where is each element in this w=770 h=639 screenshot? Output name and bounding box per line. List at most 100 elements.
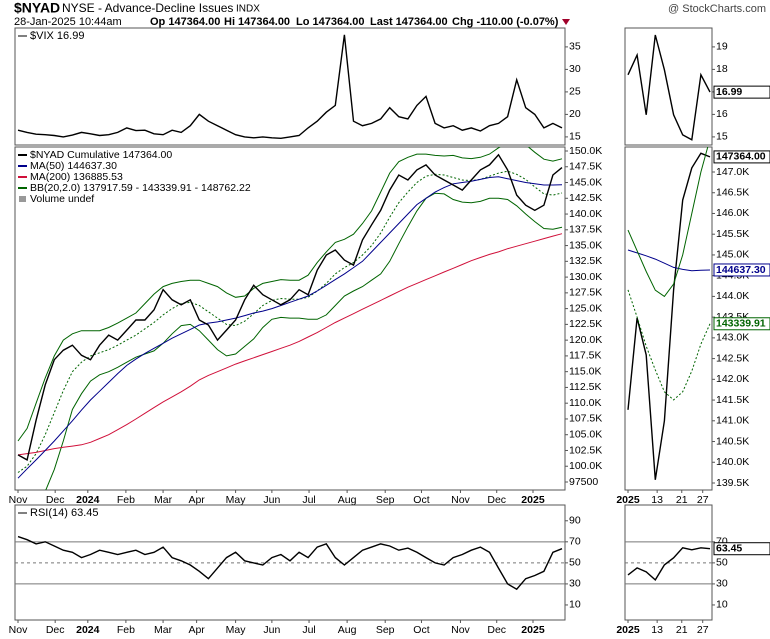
plot-area xyxy=(625,541,712,585)
y-tick-label: 150.0K xyxy=(569,145,602,157)
y-tick-label: 20 xyxy=(569,108,581,120)
x-tick-label: Feb xyxy=(117,624,135,636)
y-tick-label: 146.0K xyxy=(716,207,749,219)
value-box-label: 144637.30 xyxy=(716,264,766,276)
x-tick-label: Dec xyxy=(46,494,65,506)
x-tick-label: 2025 xyxy=(616,494,640,506)
y-tick-label: 140.5K xyxy=(716,435,749,447)
y-tick-label: 130.0K xyxy=(569,271,602,283)
x-tick-label: Oct xyxy=(413,624,429,636)
y-tick-label: 18 xyxy=(716,63,728,75)
value-box xyxy=(713,85,770,99)
y-tick-label: 102.5K xyxy=(569,444,602,456)
y-tick-label: 122.5K xyxy=(569,318,602,330)
x-tick-label: 27 xyxy=(697,494,709,506)
y-tick-label: 90 xyxy=(569,515,581,527)
panel-title: RSI(14) 63.45 xyxy=(30,507,98,519)
panel-frame xyxy=(14,146,566,491)
y-tick-label: 35 xyxy=(569,41,581,53)
panel-title: $VIX 16.99 xyxy=(30,30,84,42)
series-line xyxy=(627,147,709,298)
y-tick-label: 139.5K xyxy=(716,477,749,489)
plot-area xyxy=(627,147,711,480)
y-tick-label: 147.5K xyxy=(569,161,602,173)
y-tick-label: 19 xyxy=(716,41,728,53)
y-tick-label: 100.0K xyxy=(569,460,602,472)
y-tick-label: 141.5K xyxy=(716,394,749,406)
plot-area xyxy=(17,147,563,490)
y-tick-label: 142.5K xyxy=(569,192,602,204)
x-tick-label: 2025 xyxy=(521,494,545,506)
y-tick-label: 145.0K xyxy=(716,249,749,261)
y-tick-label: 15 xyxy=(569,131,581,143)
series-line xyxy=(17,34,563,140)
y-tick-label: 50 xyxy=(716,557,728,569)
x-tick-label: Feb xyxy=(117,494,135,506)
y-tick-label: 97500 xyxy=(569,476,598,488)
x-tick-label: Aug xyxy=(338,494,357,506)
y-tick-label: 30 xyxy=(716,578,728,590)
legend-swatch xyxy=(19,196,26,202)
description: NYSE - Advance-Decline Issues xyxy=(62,1,233,15)
x-tick-label: Dec xyxy=(487,494,506,506)
series-line xyxy=(627,289,711,401)
y-tick-label: 146.5K xyxy=(716,187,749,199)
value-box xyxy=(713,263,770,277)
y-tick-label: 140.0K xyxy=(716,456,749,468)
x-tick-label: May xyxy=(226,494,247,506)
y-tick-label: 115.0K xyxy=(569,365,602,377)
y-tick-label: 15 xyxy=(716,131,728,143)
series-line xyxy=(17,176,563,479)
panel-frame xyxy=(624,27,713,146)
y-tick-label: 142.5K xyxy=(716,352,749,364)
y-tick-label: 30 xyxy=(569,63,581,75)
x-tick-label: 13 xyxy=(651,624,663,636)
x-tick-label: Nov xyxy=(9,624,28,636)
value-box-label: 16.99 xyxy=(716,86,742,98)
symbol: $NYAD xyxy=(14,0,60,16)
x-tick-label: Dec xyxy=(46,624,65,636)
x-tick-label: Apr xyxy=(188,494,205,506)
bollinger-middle xyxy=(17,170,563,473)
value-box-label: 147364.00 xyxy=(716,151,766,163)
panel-frame xyxy=(624,146,713,491)
x-tick-label: Sep xyxy=(376,494,395,506)
y-tick-label: 135.0K xyxy=(569,239,602,251)
x-tick-label: Jun xyxy=(263,624,280,636)
y-tick-label: 144.0K xyxy=(716,290,749,302)
series-line xyxy=(17,153,563,461)
x-tick-label: Aug xyxy=(338,624,357,636)
x-tick-label: 27 xyxy=(697,624,709,636)
last: Last 147364.00 xyxy=(370,16,448,28)
value-box xyxy=(713,150,770,164)
x-tick-label: May xyxy=(226,624,247,636)
legend-entry: MA(50) 144637.30 xyxy=(30,160,117,172)
x-tick-label: Jun xyxy=(263,494,280,506)
y-tick-label: 10 xyxy=(569,599,581,611)
y-tick-label: 132.5K xyxy=(569,255,602,267)
x-tick-label: Oct xyxy=(413,494,429,506)
x-tick-label: Jul xyxy=(302,494,315,506)
y-tick-label: 127.5K xyxy=(569,287,602,299)
x-tick-label: 21 xyxy=(676,624,688,636)
value-box-label: 63.45 xyxy=(716,542,742,554)
x-tick-label: 2024 xyxy=(76,624,100,636)
bollinger-upper xyxy=(17,147,563,442)
series-line xyxy=(627,249,711,272)
y-tick-label: 50 xyxy=(569,557,581,569)
y-tick-label: 120.0K xyxy=(569,334,602,346)
y-tick-label: 30 xyxy=(569,578,581,590)
plot-area xyxy=(15,535,565,591)
y-tick-label: 10 xyxy=(716,599,728,611)
y-tick-label: 25 xyxy=(569,86,581,98)
y-tick-label: 70 xyxy=(569,536,581,548)
panel-frame xyxy=(14,27,566,146)
value-box xyxy=(713,542,770,556)
y-tick-label: 145.5K xyxy=(716,228,749,240)
y-tick-label: 16 xyxy=(716,108,728,120)
legend-note: Volume undef xyxy=(30,193,94,205)
date: 28-Jan-2025 10:44am xyxy=(14,16,122,28)
plot-area xyxy=(17,34,563,140)
